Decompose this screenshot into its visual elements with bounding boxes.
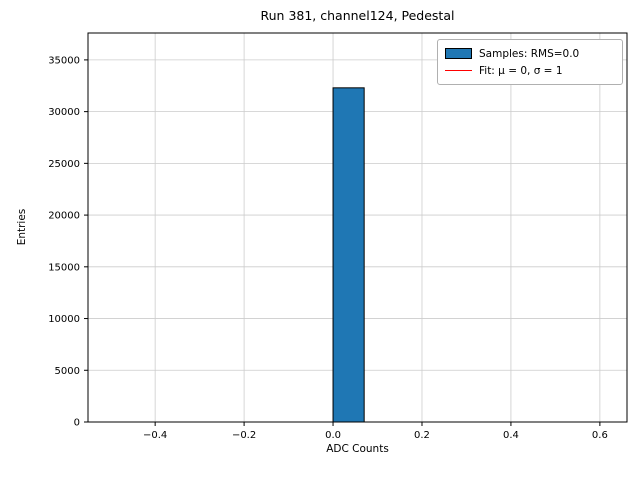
- legend-item-fit: Fit: μ = 0, σ = 1: [445, 62, 614, 79]
- legend: Samples: RMS=0.0 Fit: μ = 0, σ = 1: [437, 39, 623, 85]
- legend-fit-line-icon: [445, 70, 472, 71]
- legend-item-samples: Samples: RMS=0.0: [445, 45, 614, 62]
- chart-title: Run 381, channel124, Pedestal: [260, 8, 455, 23]
- y-tick-label: 10000: [48, 314, 80, 325]
- y-tick-label: 30000: [48, 107, 80, 118]
- histogram-bar: [332, 87, 365, 423]
- y-tick-label: 5000: [55, 366, 80, 377]
- tick-labels: −0.4 −0.2 0.0 0.2 0.4 0.6 0 5000 10000 15000 20000…: [48, 55, 608, 441]
- legend-fit-label: Fit: μ = 0, σ = 1: [479, 64, 563, 77]
- legend-samples-swatch-icon: [445, 48, 472, 59]
- axes-frame: [87, 32, 628, 423]
- x-tick-label: 0.0: [325, 430, 341, 441]
- y-tick-label: 20000: [48, 211, 80, 222]
- histogram-bars: [332, 87, 365, 423]
- x-axis-label: ADC Counts: [326, 443, 389, 455]
- axis-ticks: [84, 59, 601, 426]
- x-tick-label: −0.2: [232, 430, 256, 441]
- y-tick-label: 25000: [48, 159, 80, 170]
- legend-samples-label: Samples: RMS=0.0: [479, 47, 580, 60]
- x-tick-label: 0.2: [414, 430, 430, 441]
- y-tick-label: 0: [74, 418, 80, 429]
- x-tick-label: −0.4: [143, 430, 167, 441]
- y-axis-label: Entries: [16, 208, 28, 246]
- x-tick-label: 0.4: [503, 430, 519, 441]
- y-tick-label: 15000: [48, 262, 80, 273]
- x-tick-label: 0.6: [592, 430, 608, 441]
- y-tick-label: 35000: [48, 55, 80, 66]
